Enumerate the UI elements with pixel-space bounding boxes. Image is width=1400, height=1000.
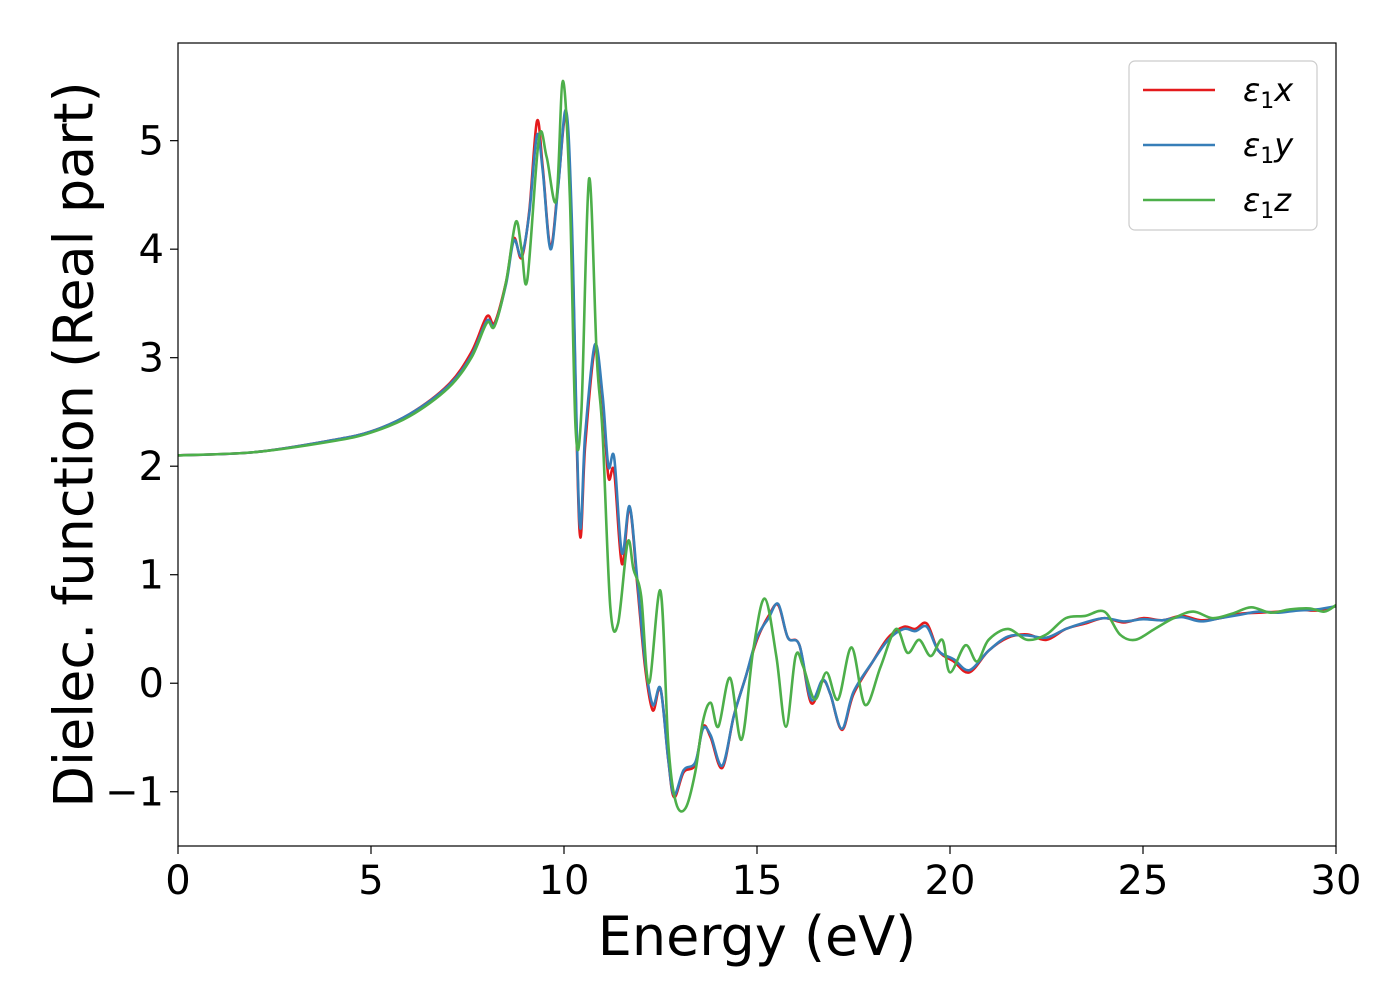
series-line-y [178,108,1336,797]
y-axis-label: Dielec. function (Real part) [43,81,106,807]
series-layer [178,79,1336,813]
x-tick-label: 10 [539,858,590,904]
y-tick-label: 1 [139,553,164,599]
y-tick-label: −1 [105,770,164,816]
legend-label: ε1y [1243,126,1294,169]
y-tick-label: 0 [139,661,164,707]
y-tick-label: 5 [139,119,164,165]
y-tick-label: 2 [139,444,164,490]
x-tick-label: 5 [358,858,383,904]
y-axis: −1 0 1 2 3 4 5 [105,119,178,816]
x-axis-label: Energy (eV) [598,905,917,968]
x-tick-label: 25 [1118,858,1169,904]
legend-box [1128,60,1318,231]
x-tick-label: 20 [925,858,976,904]
x-tick-label: 0 [165,858,190,904]
x-tick-label: 30 [1311,858,1362,904]
y-tick-label: 3 [139,336,164,382]
y-tick-label: 4 [139,227,164,273]
x-axis: 0 5 10 15 20 25 30 [165,846,1361,904]
x-tick-label: 15 [732,858,783,904]
legend: ε1x ε1y ε1z [1128,60,1318,231]
legend-label: ε1x [1243,71,1294,114]
legend-label: ε1z [1243,181,1292,224]
series-line-z [178,79,1336,813]
